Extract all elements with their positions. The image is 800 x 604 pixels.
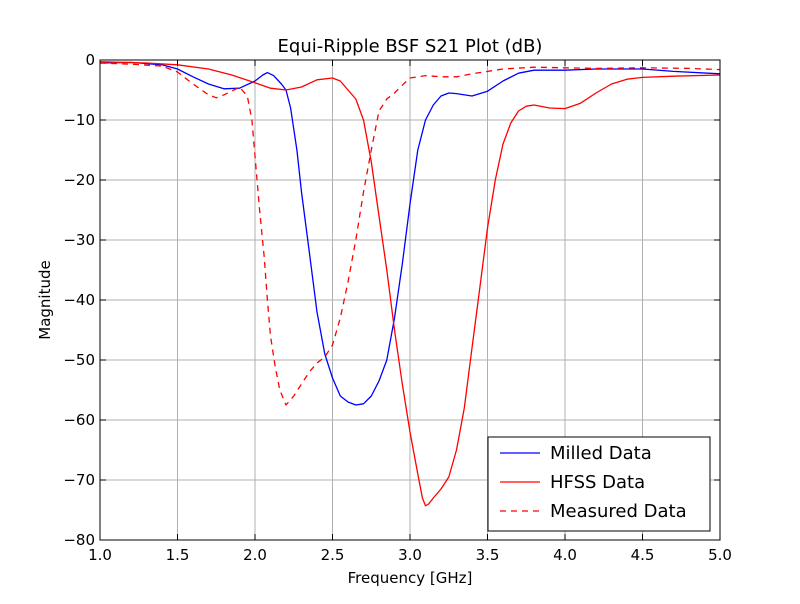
x-tick-label: 2.5	[321, 546, 345, 564]
x-tick-label: 1.0	[88, 546, 112, 564]
x-tick-label: 1.5	[166, 546, 190, 564]
y-tick-label: −60	[63, 411, 95, 429]
legend-label: Milled Data	[550, 443, 652, 464]
y-tick-label: −70	[63, 471, 95, 489]
y-tick-label: −40	[63, 291, 95, 309]
y-tick-label: −10	[63, 111, 95, 129]
x-tick-label: 3.5	[476, 546, 500, 564]
legend-label: Measured Data	[550, 501, 687, 522]
x-tick-label: 4.0	[553, 546, 577, 564]
x-tick-label: 2.0	[243, 546, 267, 564]
axis-ticks: 1.0 1.5 2.0 2.5 3.0 3.5 4.0 4.5 5.0 0 −10 −20 −30 −40…	[63, 51, 732, 564]
series-line-milled-data	[99, 61, 721, 406]
x-tick-label: 4.5	[631, 546, 655, 564]
y-tick-label: −20	[63, 171, 95, 189]
y-tick-label: −50	[63, 351, 95, 369]
chart-title: Equi-Ripple BSF S21 Plot (dB)	[278, 36, 543, 57]
x-axis-label: Frequency [GHz]	[348, 569, 473, 587]
x-tick-label: 3.0	[398, 546, 422, 564]
y-tick-label: 0	[85, 51, 95, 69]
y-axis-label: Magnitude	[36, 260, 54, 339]
y-tick-label: −30	[63, 231, 95, 249]
legend: Milled Data HFSS Data Measured Data	[487, 436, 711, 532]
x-tick-label: 5.0	[708, 546, 732, 564]
series-layer	[99, 61, 721, 507]
legend-label: HFSS Data	[550, 472, 645, 493]
y-tick-label: −80	[63, 531, 95, 549]
series-line-hfss-data	[99, 61, 721, 507]
